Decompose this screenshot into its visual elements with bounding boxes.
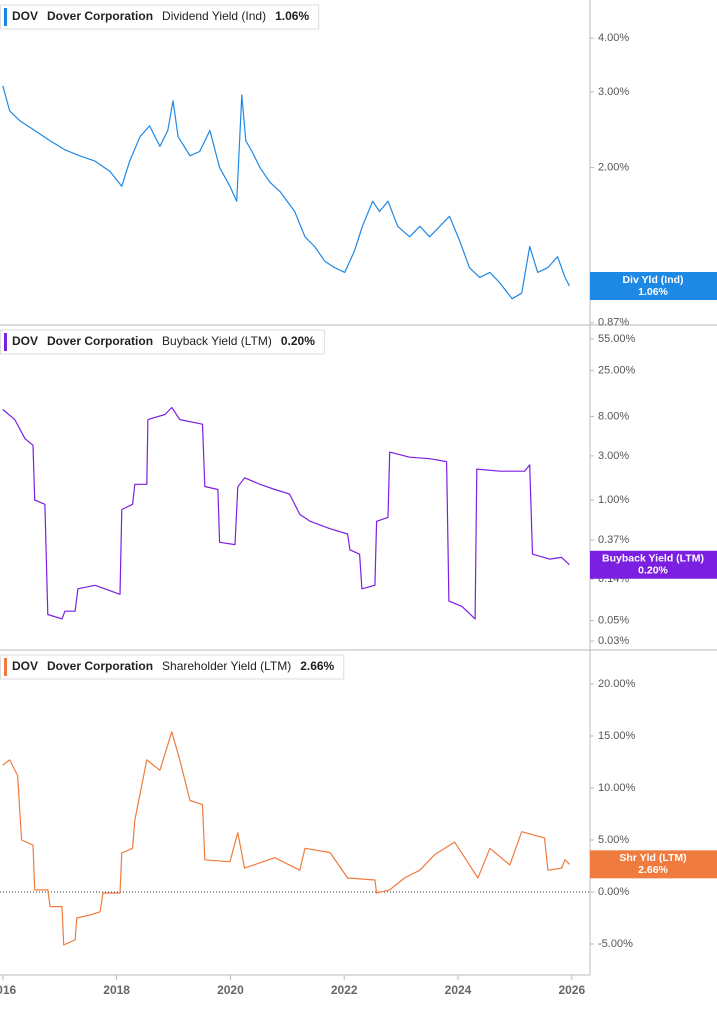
y-tick-label: -5.00% [598,938,633,950]
x-tick-label: 2016 [0,983,17,997]
series-line [3,732,570,945]
company: Dover Corporation [47,659,153,673]
value-tag-value: 2.66% [638,864,668,876]
y-tick-label: 25.00% [598,365,636,377]
company: Dover Corporation [47,334,153,348]
y-tick-label: 2.00% [598,161,629,173]
y-tick-label: 1.00% [598,494,629,506]
x-tick-label: 2020 [217,983,244,997]
y-tick-label: 3.00% [598,450,629,462]
value-tag-name: Shr Yld (LTM) [619,852,686,864]
panel: -5.00% 0.00% 5.00% 10.00% 15.00% 20.00% 2016 20… [0,655,717,997]
y-tick-label: 8.00% [598,410,629,422]
value-tag-name: Div Yld (Ind) [622,274,683,286]
company: Dover Corporation [47,9,153,23]
legend-series-name: Dividend Yield (Ind) [162,9,266,23]
legend-value: 0.20% [281,334,315,348]
legend-series-name: Shareholder Yield (LTM) [162,659,291,673]
value-tag-value: 0.20% [638,565,668,577]
y-tick-label: 10.00% [598,782,636,794]
value-tag-value: 1.06% [638,286,668,298]
legend-swatch [4,333,7,351]
x-tick-label: 2018 [103,983,130,997]
legend-value: 1.06% [275,9,309,23]
y-tick-label: 4.00% [598,32,629,44]
y-tick-label: 0.05% [598,614,629,626]
y-tick-label: 0.37% [598,534,629,546]
y-tick-label: 20.00% [598,678,636,690]
y-tick-label: 15.00% [598,730,636,742]
value-tag-name: Buyback Yield (LTM) [602,553,704,565]
legend-series-name: Buyback Yield (LTM) [162,334,272,348]
y-tick-label: 0.03% [598,635,629,647]
y-tick-label: 5.00% [598,834,629,846]
panel: 0.03%0.05%0.14%0.37%1.00%3.00%8.00%25.00… [1,330,717,647]
legend-swatch [4,658,7,676]
x-tick-label: 2024 [445,983,472,997]
ticker: DOV [12,334,38,348]
y-tick-label: 55.00% [598,333,636,345]
legend-value: 2.66% [300,659,334,673]
x-tick-label: 2022 [331,983,358,997]
series-line [3,408,570,619]
y-tick-label: 0.87% [598,317,629,329]
ticker: DOV [12,659,38,673]
x-tick-label: 2026 [558,983,585,997]
ticker: DOV [12,9,38,23]
series-line [3,86,570,299]
y-tick-label: 3.00% [598,86,629,98]
legend-swatch [4,8,7,26]
y-tick-label: 0.00% [598,886,629,898]
